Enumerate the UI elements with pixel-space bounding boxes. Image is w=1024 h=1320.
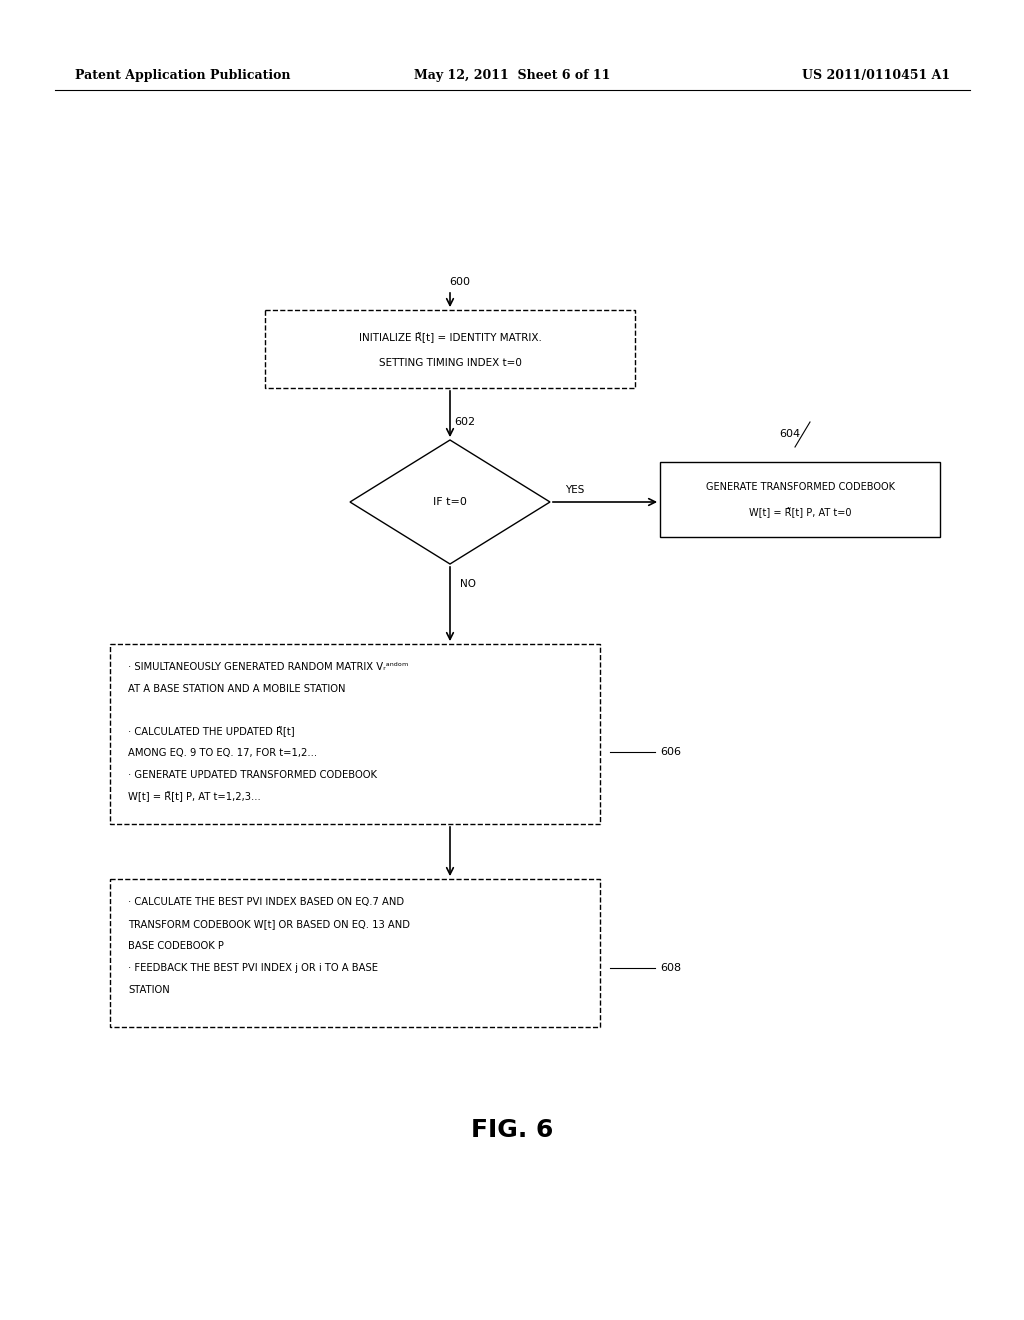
Polygon shape — [350, 440, 550, 564]
Polygon shape — [265, 310, 635, 388]
Text: AMONG EQ. 9 TO EQ. 17, FOR t=1,2...: AMONG EQ. 9 TO EQ. 17, FOR t=1,2... — [128, 748, 317, 758]
Text: W[t] = R̃[t] P, AT t=1,2,3...: W[t] = R̃[t] P, AT t=1,2,3... — [128, 791, 261, 801]
Text: May 12, 2011  Sheet 6 of 11: May 12, 2011 Sheet 6 of 11 — [414, 69, 610, 82]
Text: GENERATE TRANSFORMED CODEBOOK: GENERATE TRANSFORMED CODEBOOK — [706, 482, 895, 491]
Polygon shape — [110, 644, 600, 824]
Text: BASE CODEBOOK P: BASE CODEBOOK P — [128, 941, 224, 950]
Text: YES: YES — [565, 484, 585, 495]
Text: · CALCULATE THE BEST PVI INDEX BASED ON EQ.7 AND: · CALCULATE THE BEST PVI INDEX BASED ON … — [128, 898, 404, 907]
Text: · GENERATE UPDATED TRANSFORMED CODEBOOK: · GENERATE UPDATED TRANSFORMED CODEBOOK — [128, 770, 377, 780]
Text: 606: 606 — [660, 747, 681, 756]
Text: US 2011/0110451 A1: US 2011/0110451 A1 — [802, 69, 950, 82]
Text: · CALCULATED THE UPDATED R̃[t]: · CALCULATED THE UPDATED R̃[t] — [128, 726, 295, 738]
Text: 608: 608 — [660, 962, 681, 973]
Text: W[t] = R̃[t] P, AT t=0: W[t] = R̃[t] P, AT t=0 — [749, 507, 851, 517]
Text: 602: 602 — [455, 417, 475, 426]
Text: STATION: STATION — [128, 985, 170, 995]
Text: 600: 600 — [450, 277, 470, 286]
Text: SETTING TIMING INDEX t=0: SETTING TIMING INDEX t=0 — [379, 358, 521, 368]
Text: NO: NO — [460, 579, 476, 589]
Polygon shape — [110, 879, 600, 1027]
Text: FIG. 6: FIG. 6 — [471, 1118, 553, 1142]
Text: · FEEDBACK THE BEST PVI INDEX j OR i TO A BASE: · FEEDBACK THE BEST PVI INDEX j OR i TO … — [128, 964, 378, 973]
Text: AT A BASE STATION AND A MOBILE STATION: AT A BASE STATION AND A MOBILE STATION — [128, 684, 345, 693]
Polygon shape — [660, 462, 940, 537]
Text: · SIMULTANEOUSLY GENERATED RANDOM MATRIX Vᵣᵃⁿᵈᵒᵐ: · SIMULTANEOUSLY GENERATED RANDOM MATRIX… — [128, 663, 409, 672]
Text: TRANSFORM CODEBOOK W[t] OR BASED ON EQ. 13 AND: TRANSFORM CODEBOOK W[t] OR BASED ON EQ. … — [128, 919, 410, 929]
Text: Patent Application Publication: Patent Application Publication — [75, 69, 291, 82]
Text: 604: 604 — [779, 429, 801, 440]
Text: IF t=0: IF t=0 — [433, 498, 467, 507]
Text: INITIALIZE R̃[t] = IDENTITY MATRIX.: INITIALIZE R̃[t] = IDENTITY MATRIX. — [358, 331, 542, 343]
